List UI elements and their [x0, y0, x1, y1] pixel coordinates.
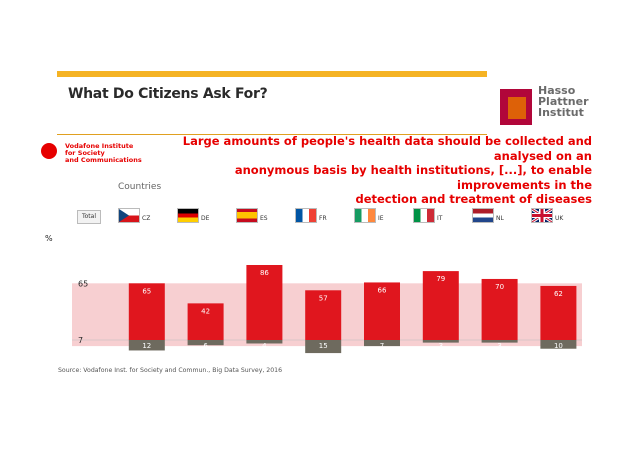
bar-disagree — [481, 340, 518, 343]
hpi-logo: Hasso Plattner Institut — [500, 85, 604, 129]
data-label-disagree: 3 — [439, 342, 443, 350]
hpi-logo-line: Plattner — [538, 95, 589, 108]
y-tick-label: 7 — [78, 336, 83, 345]
flag-code: UK — [555, 215, 564, 222]
data-label-disagree: 6 — [203, 342, 208, 350]
headline-line: detection and treatment of diseases — [355, 192, 592, 206]
hpi-logo-line: Hasso — [538, 84, 576, 97]
data-label-agree: 86 — [260, 269, 269, 277]
flag-nl-icon — [472, 208, 494, 223]
flag-it-icon — [413, 208, 435, 223]
bar-disagree — [540, 340, 577, 349]
bar-disagree — [128, 340, 165, 351]
bar-disagree — [246, 340, 283, 344]
bar-agree — [246, 265, 283, 340]
bar-agree — [364, 282, 400, 340]
hpi-logo-mark — [500, 89, 532, 125]
flag-ie-icon — [354, 208, 376, 223]
flag-es-icon — [236, 208, 258, 223]
flag-fr-icon — [295, 208, 317, 223]
source-note: Source: Vodafone Inst. for Society and C… — [58, 367, 283, 374]
flag-de-icon — [177, 208, 199, 223]
page-title: What Do Citizens Ask For? — [68, 86, 268, 102]
bar-disagree — [305, 340, 342, 354]
bar-agree — [422, 271, 459, 340]
flag-code: IE — [378, 215, 384, 222]
data-label-agree: 65 — [142, 287, 151, 295]
data-label-agree: 62 — [554, 290, 563, 298]
vodafone-logo-mark — [41, 143, 57, 159]
data-label-disagree: 15 — [319, 342, 328, 350]
vodafone-logo-line: and Communications — [65, 156, 142, 164]
flag-code: IT — [437, 215, 443, 222]
bar-agree — [305, 290, 342, 340]
data-label-agree: 70 — [495, 283, 504, 291]
bar-disagree — [422, 340, 459, 343]
data-label-disagree: 10 — [554, 342, 563, 350]
bar-disagree — [187, 340, 224, 346]
bar-agree — [540, 285, 577, 340]
bar-agree — [128, 283, 165, 340]
flag-cz-icon — [118, 208, 140, 223]
headline-line: Large amounts of people's health data sh… — [182, 134, 592, 163]
headline: Large amounts of people's health data sh… — [160, 134, 592, 207]
bar-agree — [481, 278, 518, 340]
headline-line: anonymous basis by health institutions, … — [234, 163, 592, 192]
total-label: Total — [77, 210, 101, 224]
data-label-agree: 66 — [378, 286, 387, 294]
data-label-agree: 79 — [436, 275, 445, 283]
flag-code: DE — [201, 215, 210, 222]
flag-uk-icon — [531, 208, 553, 223]
y-tick-label: 65 — [78, 279, 88, 288]
data-label-agree: 42 — [201, 307, 210, 315]
countries-label: Countries — [118, 182, 162, 192]
data-label-disagree: 12 — [142, 342, 151, 350]
bar-disagree — [364, 340, 400, 347]
flag-code: NL — [496, 215, 504, 222]
vodafone-logo-line: Vodafone Institute — [65, 142, 134, 150]
flag-code: ES — [260, 215, 268, 222]
percent-label: % — [45, 234, 53, 243]
data-label-disagree: 7 — [380, 342, 384, 350]
data-label-disagree: 4 — [262, 342, 267, 350]
data-label-disagree: 3 — [497, 342, 501, 350]
vodafone-logo-line: for Society — [65, 149, 105, 157]
data-label-agree: 57 — [319, 294, 328, 302]
divider — [57, 134, 487, 135]
bar-agree — [187, 303, 224, 340]
hpi-logo-line: Institut — [538, 106, 584, 119]
accent-bar — [57, 71, 487, 77]
flag-code: FR — [319, 215, 327, 222]
flag-code: CZ — [142, 215, 151, 222]
